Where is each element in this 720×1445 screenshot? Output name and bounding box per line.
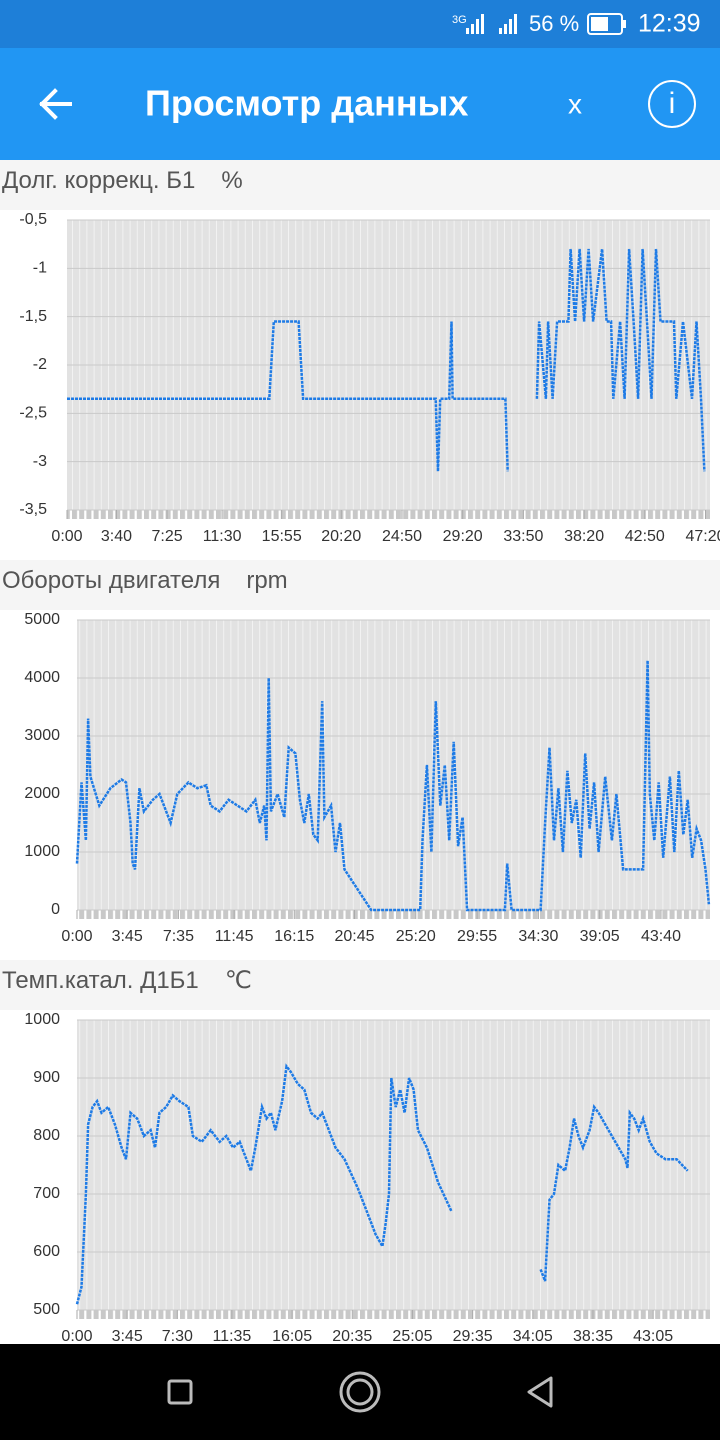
x-tick-label: 38:20	[564, 528, 604, 545]
x-tick-label: 20:45	[334, 928, 374, 945]
y-tick-label: 1000	[24, 1011, 60, 1028]
y-tick-label: 800	[33, 1127, 60, 1144]
x-tick-label: 42:50	[625, 528, 665, 545]
x-tick-label: 7:30	[162, 1328, 193, 1345]
chart-title-text: Обороты двигателя	[2, 567, 220, 594]
x-tick-label: 38:35	[573, 1328, 613, 1345]
x-tick-label: 7:35	[163, 928, 194, 945]
y-tick-label: -3	[33, 453, 47, 470]
status-bar	[0, 0, 720, 48]
toolbar	[0, 48, 720, 160]
y-tick-label: -2	[33, 356, 47, 373]
battery-percent: 56 %	[529, 11, 579, 36]
x-tick-strip	[67, 510, 710, 519]
y-tick-label: -3,5	[19, 501, 47, 518]
y-tick-label: 1000	[24, 843, 60, 860]
x-tick-label: 16:15	[274, 928, 314, 945]
x-tick-label: 20:35	[332, 1328, 372, 1345]
chart-unit: ℃	[225, 967, 252, 994]
chart-unit: rpm	[246, 567, 287, 594]
clock: 12:39	[638, 10, 701, 38]
y-tick-label: 5000	[24, 611, 60, 628]
y-tick-label: 4000	[24, 669, 60, 686]
y-tick-label: 3000	[24, 727, 60, 744]
plot-area	[77, 1020, 710, 1310]
chart: Обороты двигателя rpm 0 1000 2000 3000 4000 500…	[0, 560, 720, 945]
x-tick-label: 16:05	[272, 1328, 312, 1345]
x-tick-label: 33:50	[503, 528, 543, 545]
chart-unit: %	[221, 167, 242, 194]
back-nav-button[interactable]	[527, 1376, 553, 1408]
x-tick-label: 3:40	[101, 528, 132, 545]
chart: Темп.катал. Д1Б1 ℃ 500 600 700 800 900 1000 0:00…	[0, 960, 720, 1345]
x-tick-label: 0:00	[51, 528, 82, 545]
chart-title: Долг. коррекц. Б1%	[2, 167, 243, 194]
x-tick-label: 0:00	[61, 928, 92, 945]
screen-title: Просмотр данных	[145, 83, 468, 124]
x-tick-label: 29:20	[443, 528, 483, 545]
y-tick-label: 600	[33, 1243, 60, 1260]
x-tick-label: 3:45	[112, 928, 143, 945]
x-tick-label: 25:20	[396, 928, 436, 945]
data-line	[75, 660, 711, 912]
x-tick-label: 47:20	[685, 528, 720, 545]
y-tick-label: -1	[33, 260, 47, 277]
data-line	[67, 248, 706, 472]
nav-bar	[0, 1344, 720, 1440]
y-tick-label: -0,5	[19, 211, 47, 228]
chart-title-bar	[0, 960, 720, 1010]
y-tick-label: 0	[51, 901, 60, 918]
y-tick-label: 500	[33, 1301, 60, 1318]
x-tick-label: 43:40	[641, 928, 681, 945]
x-tick-label: 43:05	[633, 1328, 673, 1345]
network-type: 3G	[452, 14, 467, 26]
x-tick-label: 34:05	[513, 1328, 553, 1345]
battery-icon	[587, 13, 626, 35]
info-button[interactable]	[648, 80, 696, 128]
back-button[interactable]	[39, 88, 72, 120]
home-button[interactable]	[339, 1371, 381, 1413]
x-tick-label: 29:55	[457, 928, 497, 945]
x-tick-label: 15:55	[262, 528, 302, 545]
x-tick-label: 39:05	[580, 928, 620, 945]
chart-title-bar	[0, 560, 720, 610]
x-tick-label: 29:35	[453, 1328, 493, 1345]
x-tick-label: 24:50	[382, 528, 422, 545]
data-line	[75, 1063, 689, 1305]
x-tick-label: 20:20	[321, 528, 361, 545]
y-tick-label: 700	[33, 1185, 60, 1202]
y-tick-label: -1,5	[19, 308, 47, 325]
x-tick-strip	[77, 1310, 710, 1319]
chart-title: Темп.катал. Д1Б1 ℃	[2, 967, 252, 994]
y-tick-label: -2,5	[19, 405, 47, 422]
x-tick-label: 34:30	[518, 928, 558, 945]
x-tick-label: 0:00	[61, 1328, 92, 1345]
chart: Долг. коррекц. Б1 % -3,5 -3 -2,5 -2 -1,5 -1 -0,5…	[0, 160, 720, 545]
x-tick-label: 11:35	[212, 1328, 251, 1345]
recents-button[interactable]	[167, 1379, 193, 1405]
x-tick-strip	[77, 910, 710, 919]
chart-title: Обороты двигателя rpm	[2, 567, 288, 594]
x-tick-label: 25:05	[392, 1328, 432, 1345]
chart-title-bar	[0, 160, 720, 210]
chart-title-text: Темп.катал. Д1Б1	[2, 967, 199, 994]
y-tick-label: 900	[33, 1069, 60, 1086]
x-tick-label: 7:25	[151, 528, 182, 545]
y-tick-label: 2000	[24, 785, 60, 802]
info-icon[interactable]: i	[669, 87, 676, 120]
chart-title-text: Долг. коррекц. Б1	[2, 167, 195, 194]
x-tick-label: 11:45	[215, 928, 254, 945]
home-button-inner	[346, 1378, 374, 1406]
close-button[interactable]: x	[568, 88, 582, 119]
x-tick-label: 3:45	[112, 1328, 143, 1345]
signal-icons	[466, 14, 517, 34]
plot-area	[77, 620, 710, 910]
x-tick-label: 11:30	[203, 528, 242, 545]
